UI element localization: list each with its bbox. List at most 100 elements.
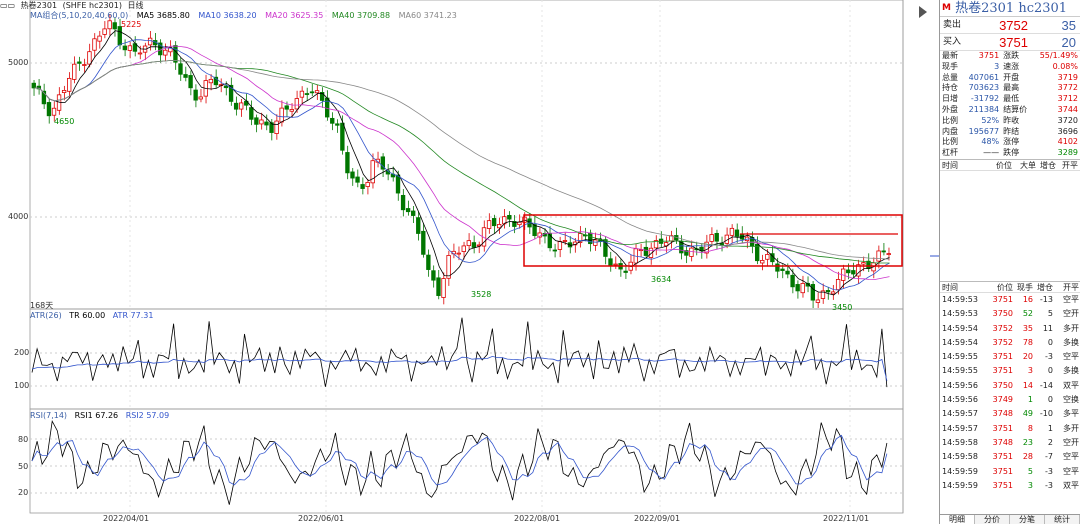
- bid-row[interactable]: 买入 3751 20: [940, 34, 1080, 51]
- tick-row[interactable]: 14:59:58 3751 28 -7 空平: [940, 450, 1080, 464]
- tick-nature: 空平: [1063, 294, 1079, 304]
- tick-row[interactable]: 14:59:55 3751 20 -3 空平: [940, 350, 1080, 364]
- tick-volume: 8: [1027, 423, 1033, 433]
- atr-value: ATR 77.31: [112, 311, 154, 320]
- candle-body: [51, 107, 57, 116]
- tab-detail[interactable]: 明细: [940, 515, 975, 524]
- tab-stats[interactable]: 统计: [1045, 515, 1080, 524]
- candle-body: [249, 107, 254, 120]
- candle-body: [411, 210, 416, 216]
- tick-row[interactable]: 14:59:53 3750 52 5 空开: [940, 307, 1080, 321]
- tick-price: 3752: [992, 337, 1013, 347]
- tick-price: 3749: [992, 395, 1013, 405]
- rsi-pane-frame: [29, 408, 904, 514]
- tick-time: 14:59:57: [942, 409, 978, 419]
- candle-body: [603, 239, 608, 257]
- tick-nature: 空换: [1063, 395, 1079, 405]
- tick-row[interactable]: 14:59:58 3748 23 2 空开: [940, 436, 1080, 450]
- tick-oi-change: -3: [1045, 352, 1053, 362]
- tick-row[interactable]: 14:59:56 3750 14 -14 双平: [940, 379, 1080, 393]
- ask-volume: 35: [1061, 18, 1076, 33]
- candle-body: [178, 63, 183, 75]
- tick-row[interactable]: 14:59:59 3751 3 -3 双平: [940, 479, 1080, 493]
- candle-body: [790, 274, 795, 288]
- tick-oi-change: -3: [1045, 480, 1053, 490]
- period-label[interactable]: 日线: [127, 1, 144, 10]
- candle-body: [663, 242, 669, 247]
- quote-value: 48%: [981, 137, 1000, 147]
- candle-body: [244, 100, 249, 106]
- tick-row[interactable]: 14:59:56 3749 1 0 空换: [940, 393, 1080, 407]
- candle-body: [835, 279, 841, 291]
- candle-body: [77, 61, 82, 64]
- tick-nature: 空平: [1063, 452, 1079, 462]
- candle-body: [856, 264, 861, 277]
- tick-list[interactable]: 14:59:53 3751 16 -13 空平 14:59:53 3750 52 5 空开 14:5…: [940, 293, 1080, 493]
- tick-volume: 20: [1022, 352, 1033, 362]
- quote-panel: M 热卷2301 hc2301 卖出 3752 35 买入 3751 20 最新…: [939, 0, 1080, 524]
- tick-time: 14:59:54: [942, 337, 978, 347]
- candle-body: [304, 93, 310, 95]
- candle-body: [497, 224, 502, 229]
- candle-body: [259, 119, 264, 125]
- quote-row: 现手 3 速涨 0.08%: [940, 62, 1080, 73]
- tick-volume: 1: [1027, 395, 1033, 405]
- ma40-line: [34, 59, 890, 264]
- tab-price-dist[interactable]: 分价: [975, 515, 1010, 524]
- atr-label[interactable]: ATR(26): [30, 311, 62, 320]
- candle-body: [456, 252, 461, 255]
- chart-menu-icon[interactable]: ▭▭: [0, 1, 16, 10]
- tab-ticks[interactable]: 分笔: [1010, 515, 1045, 524]
- tick-row[interactable]: 14:59:57 3748 49 -10 多平: [940, 407, 1080, 421]
- rsi1-line: [31, 419, 888, 505]
- tick-volume: 23: [1022, 437, 1033, 447]
- ma-group-label[interactable]: MA组合(5,10,20,40,60,0): [30, 11, 129, 20]
- tick-oi-change: -14: [1039, 380, 1053, 390]
- x-label-0601: 2022/06/01: [298, 514, 345, 523]
- rsi-label[interactable]: RSI(7,14): [30, 411, 68, 420]
- candle-body: [36, 85, 42, 90]
- tick-volume: 52: [1022, 309, 1033, 319]
- quote-label: 速涨: [1003, 61, 1020, 71]
- candle-body: [92, 38, 97, 51]
- tick-row[interactable]: 14:59:57 3751 8 1 多开: [940, 422, 1080, 436]
- candle-body: [820, 290, 826, 299]
- candle-body: [446, 255, 451, 279]
- pos-header-open: 开平: [1062, 160, 1078, 170]
- panel-contract-name: 热卷2301: [955, 1, 1015, 16]
- chart-canvas[interactable]: [0, 0, 939, 524]
- candle-body: [330, 117, 335, 124]
- quote-row: 外盘 211384 结算价 3744: [940, 105, 1080, 116]
- candle-body: [765, 254, 770, 260]
- candle-body: [284, 105, 289, 110]
- quote-value: 55/1.49%: [1039, 51, 1078, 60]
- candle-body: [755, 243, 760, 262]
- tick-row[interactable]: 14:59:59 3751 5 -3 空平: [940, 465, 1080, 479]
- candle-body: [815, 299, 821, 303]
- tick-row[interactable]: 14:59:54 3752 78 0 多换: [940, 336, 1080, 350]
- candle-body: [830, 291, 836, 295]
- candle-body: [400, 194, 406, 211]
- tick-time: 14:59:53: [942, 309, 978, 319]
- tick-oi-change: -10: [1039, 409, 1053, 419]
- tick-nature: 双平: [1063, 380, 1079, 390]
- ma-legend: MA组合(5,10,20,40,60,0) MA5 3685.80 MA10 3…: [30, 10, 463, 20]
- candle-body: [41, 90, 47, 105]
- tick-nature: 空平: [1063, 352, 1079, 362]
- tick-row[interactable]: 14:59:54 3752 35 11 多开: [940, 322, 1080, 336]
- tick-row[interactable]: 14:59:55 3751 3 0 多换: [940, 364, 1080, 378]
- panel-title: M 热卷2301 hc2301: [940, 0, 1080, 17]
- ask-row[interactable]: 卖出 3752 35: [940, 17, 1080, 34]
- candle-body: [851, 270, 856, 275]
- rsi2-line: [31, 434, 888, 486]
- quote-row: 内盘 195677 昨结 3696: [940, 127, 1080, 138]
- candle-body: [269, 122, 274, 133]
- kline-chart-area[interactable]: ▭▭ 热卷2301 (SHFE hc2301) 日线 MA组合(5,10,20,…: [0, 0, 939, 524]
- atr-legend: ATR(26) TR 60.00 ATR 77.31: [30, 311, 158, 320]
- candle-body: [780, 268, 785, 271]
- quote-label: 比例: [942, 115, 958, 125]
- tick-nature: 多开: [1063, 423, 1079, 433]
- tick-row[interactable]: 14:59:53 3751 16 -13 空平: [940, 293, 1080, 307]
- pos-header-big: 大单: [1020, 160, 1036, 170]
- quote-value: 195677: [968, 126, 1000, 136]
